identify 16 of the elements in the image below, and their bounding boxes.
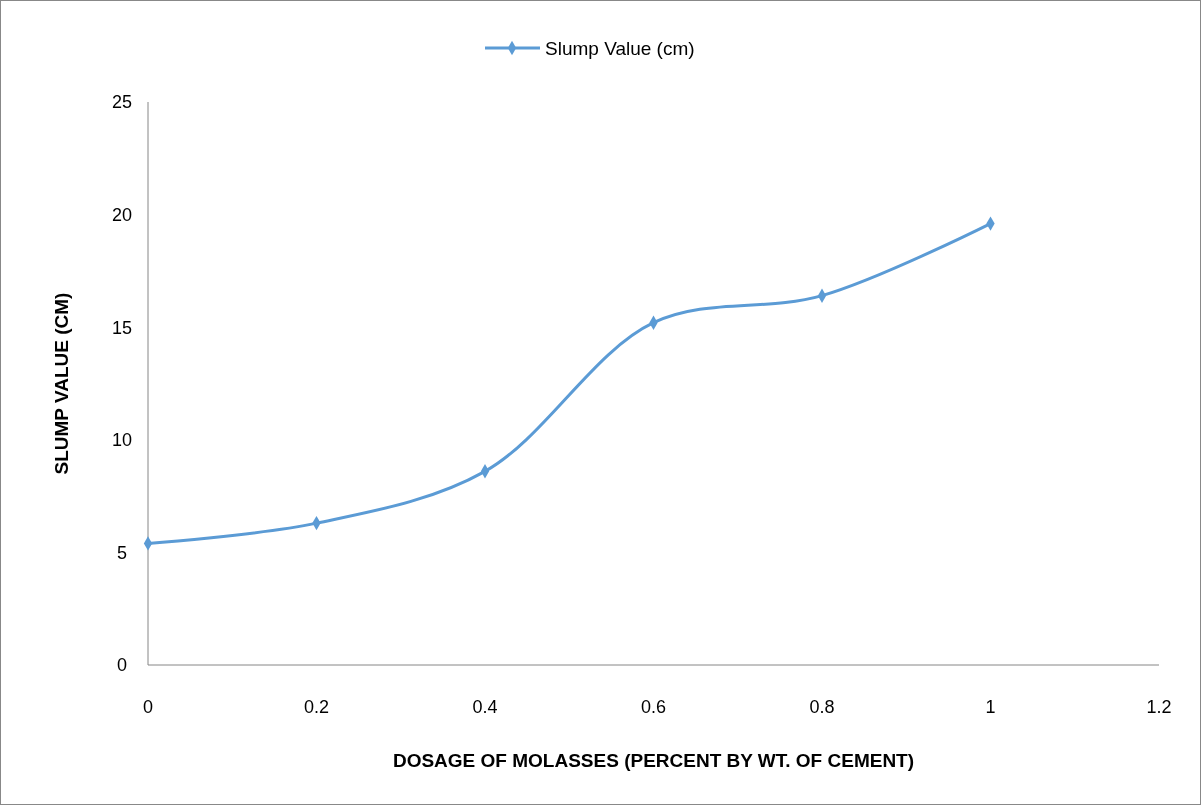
x-tick-label: 0 <box>142 697 154 717</box>
y-tick-label: 15 <box>111 317 133 338</box>
y-tick-label: 25 <box>111 92 133 113</box>
x-tick-label: 0.6 <box>640 697 667 717</box>
x-tick-label: 0.8 <box>809 697 835 717</box>
legend-label: Slump Value (cm) <box>545 37 695 59</box>
y-tick-label: 0 <box>116 655 128 676</box>
x-tick-label: 1.2 <box>1146 697 1172 717</box>
x-tick-label: 0.4 <box>472 697 498 717</box>
y-axis-title: SLUMP VALUE (CM) <box>51 292 72 475</box>
y-tick-label: 20 <box>111 204 133 225</box>
y-tick-label: 10 <box>111 430 133 451</box>
x-tick-label: 0.2 <box>303 697 330 717</box>
x-tick-label: 1 <box>985 697 996 717</box>
y-tick-label: 5 <box>116 542 128 563</box>
x-axis-title: DOSAGE OF MOLASSES (PERCENT BY WT. OF CEMENT) <box>392 750 915 771</box>
